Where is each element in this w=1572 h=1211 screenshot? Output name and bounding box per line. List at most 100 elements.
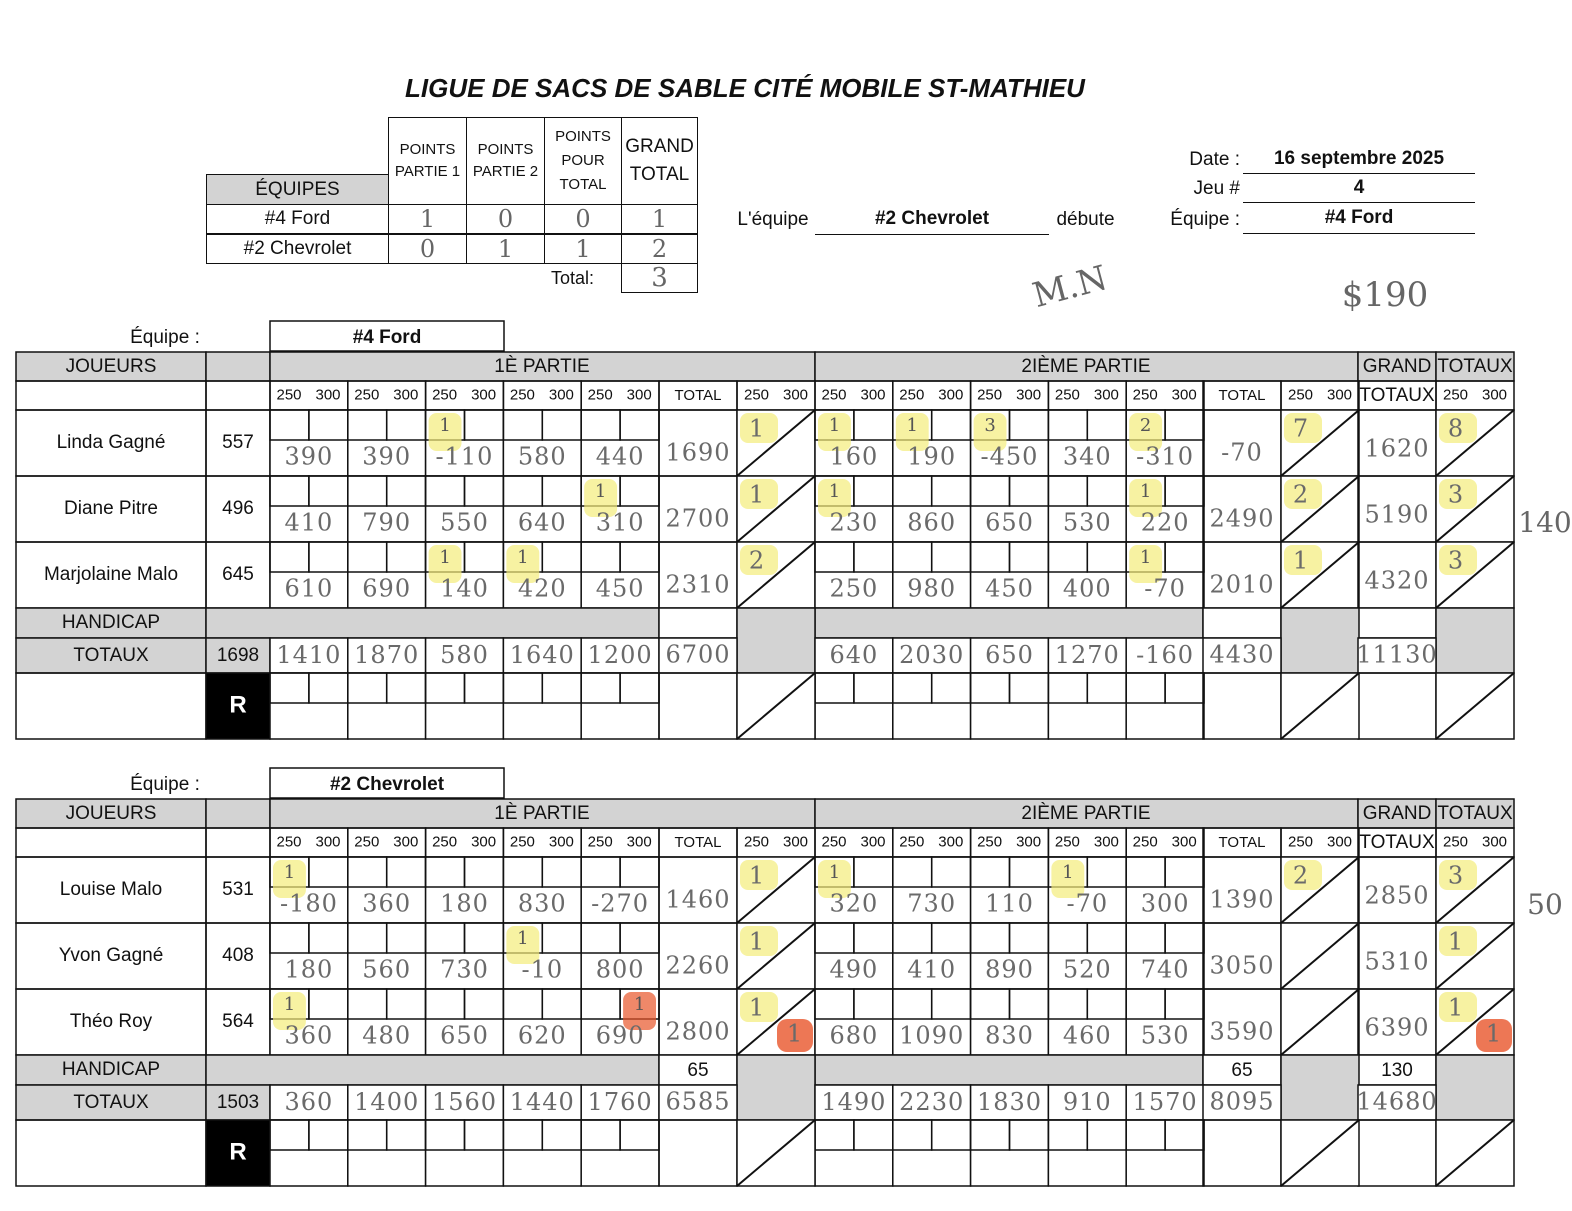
sub-header: 300 <box>938 833 963 850</box>
cell <box>1357 672 1437 740</box>
frame-score: 230 <box>829 509 878 537</box>
player-name: Louise Malo <box>60 879 162 900</box>
header: 2IÈME PARTIE <box>1021 356 1150 377</box>
sub-header: 300 <box>471 833 496 850</box>
grand-total: 5310 <box>1364 948 1429 976</box>
mark-highlight <box>740 479 778 509</box>
row-label: HANDICAP <box>62 1059 160 1080</box>
count-250: 3 <box>1448 481 1464 509</box>
frame-mark: 1 <box>517 547 528 568</box>
sub-header: 300 <box>860 833 885 850</box>
starter-prefix: L'équipe <box>737 209 809 230</box>
cell <box>1164 475 1205 507</box>
frame-mark: 1 <box>1140 481 1151 502</box>
frame-score: 1640 <box>510 641 575 669</box>
reserve-marker: R <box>229 1138 246 1165</box>
game-total: 3590 <box>1209 1018 1274 1046</box>
cell <box>1164 1119 1205 1151</box>
cell <box>424 1084 505 1121</box>
game-total: 2260 <box>665 952 730 980</box>
summary-header: POINTS PARTIE 1 <box>388 117 467 205</box>
sub-header: 250 <box>588 833 613 850</box>
team-game-total: 6585 <box>665 1088 730 1116</box>
mark-highlight <box>818 479 851 517</box>
summary-header: POINTS POUR TOTAL <box>544 117 622 205</box>
cell <box>814 1054 1204 1086</box>
frame-score: 520 <box>1063 956 1112 984</box>
cell <box>15 672 207 740</box>
cell <box>1202 607 1282 639</box>
sub-header: 250 <box>744 833 769 850</box>
sub-header: 250 <box>1288 386 1313 403</box>
sub-header: 250 <box>1133 833 1158 850</box>
cell <box>892 637 972 674</box>
cell <box>1164 856 1205 888</box>
game-total: 1390 <box>1209 886 1274 914</box>
header: GRAND <box>1363 803 1432 824</box>
frame-score: 1570 <box>1133 1088 1198 1116</box>
frame-score: 550 <box>440 509 489 537</box>
frame-mark: 1 <box>439 547 450 568</box>
frame-mark: 1 <box>829 481 840 502</box>
cell <box>205 672 271 740</box>
mark-highlight <box>1439 413 1477 443</box>
count-250: 1 <box>749 862 765 890</box>
diagonal <box>1435 856 1515 924</box>
frame-score: 680 <box>829 1022 878 1050</box>
mark-highlight <box>1439 926 1477 956</box>
sub-header: 300 <box>315 386 340 403</box>
cell <box>15 798 207 829</box>
frame-mark: 1 <box>284 862 295 883</box>
frame-score: 790 <box>362 509 411 537</box>
sub-header: 250 <box>821 386 846 403</box>
summary-total: 3 <box>621 263 698 293</box>
sub-header: 300 <box>1016 386 1041 403</box>
frame-score: 180 <box>440 890 489 918</box>
sub-header: TOTAL <box>1219 387 1266 404</box>
frame-score: 1410 <box>276 641 341 669</box>
starter-suffix: débute <box>1056 209 1115 230</box>
mark-highlight <box>428 545 462 583</box>
cell <box>1280 607 1360 674</box>
cell <box>1164 409 1205 441</box>
mark-highlight <box>1284 860 1322 890</box>
sub-header: 300 <box>393 386 418 403</box>
game-total: 2700 <box>665 505 730 533</box>
cell <box>814 637 894 674</box>
frame-score: 410 <box>284 509 333 537</box>
mark-highlight <box>1129 479 1163 517</box>
diagonal <box>736 541 816 609</box>
cell <box>205 351 271 382</box>
diagonal <box>736 475 816 543</box>
frame-score: 1760 <box>588 1088 653 1116</box>
summary-header: ÉQUIPES <box>206 174 389 205</box>
cell <box>1164 541 1205 573</box>
frame-score: 310 <box>596 509 645 537</box>
frame-score: 220 <box>1141 509 1190 537</box>
cell <box>269 320 505 352</box>
summary-total-label: Total: <box>550 267 595 288</box>
mark-highlight <box>895 413 929 451</box>
diagonal <box>1435 1119 1515 1187</box>
cell <box>1435 798 1515 829</box>
cell <box>205 380 271 411</box>
cell <box>1047 1084 1127 1121</box>
title: LIGUE DE SACS DE SABLE CITÉ MOBILE ST-MA… <box>405 72 1085 103</box>
mark-highlight <box>273 992 306 1030</box>
frame-score: 390 <box>284 443 333 471</box>
count-250: 1 <box>1293 547 1309 575</box>
frame-score: 190 <box>907 443 956 471</box>
sub-header: TOTAL <box>1219 834 1266 851</box>
summary-points: 1 <box>544 234 622 264</box>
frame-score: -270 <box>591 890 649 918</box>
cell <box>1164 672 1205 704</box>
frame-mark: 1 <box>1062 862 1073 883</box>
frame-score: 2230 <box>899 1088 964 1116</box>
frame-score: 300 <box>1141 890 1190 918</box>
cell <box>814 607 1204 639</box>
handicap-total: 130 <box>1381 1060 1413 1081</box>
mark-highlight <box>1439 992 1477 1022</box>
sub-header: 250 <box>977 386 1002 403</box>
mark-highlight <box>1284 479 1322 509</box>
